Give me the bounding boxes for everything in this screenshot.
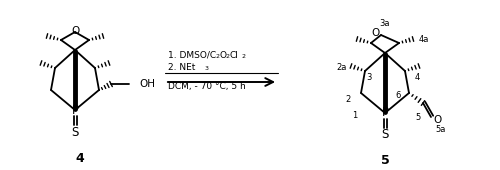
Text: 3: 3 (366, 72, 372, 81)
Text: 1. DMSO/C: 1. DMSO/C (168, 50, 216, 59)
Text: 4a: 4a (419, 35, 430, 44)
Text: S: S (72, 125, 78, 139)
Text: 1: 1 (352, 110, 357, 120)
Text: 3a: 3a (380, 19, 390, 28)
Text: P: P (382, 106, 388, 120)
Text: 2a: 2a (336, 63, 347, 72)
Text: OH: OH (139, 79, 155, 89)
Text: O: O (71, 26, 79, 36)
Text: 3: 3 (205, 66, 209, 72)
Text: 5: 5 (415, 113, 420, 122)
Text: 4: 4 (415, 72, 420, 81)
Text: P: P (72, 104, 78, 116)
Text: DCM, - 70 °C, 5 h: DCM, - 70 °C, 5 h (168, 82, 246, 91)
Text: O: O (219, 50, 226, 59)
Text: 2. NEt: 2. NEt (168, 63, 196, 72)
Text: 2: 2 (215, 55, 219, 59)
Text: 2: 2 (226, 55, 230, 59)
Text: S: S (382, 129, 388, 141)
Text: 4: 4 (76, 151, 84, 165)
Text: 5a: 5a (435, 124, 446, 133)
Text: O: O (372, 28, 380, 38)
Text: Cl: Cl (230, 50, 239, 59)
Text: O: O (434, 115, 442, 125)
Text: 5: 5 (380, 154, 390, 166)
Text: 2: 2 (346, 95, 351, 104)
Text: 6: 6 (395, 90, 400, 99)
Text: 2: 2 (241, 55, 245, 59)
